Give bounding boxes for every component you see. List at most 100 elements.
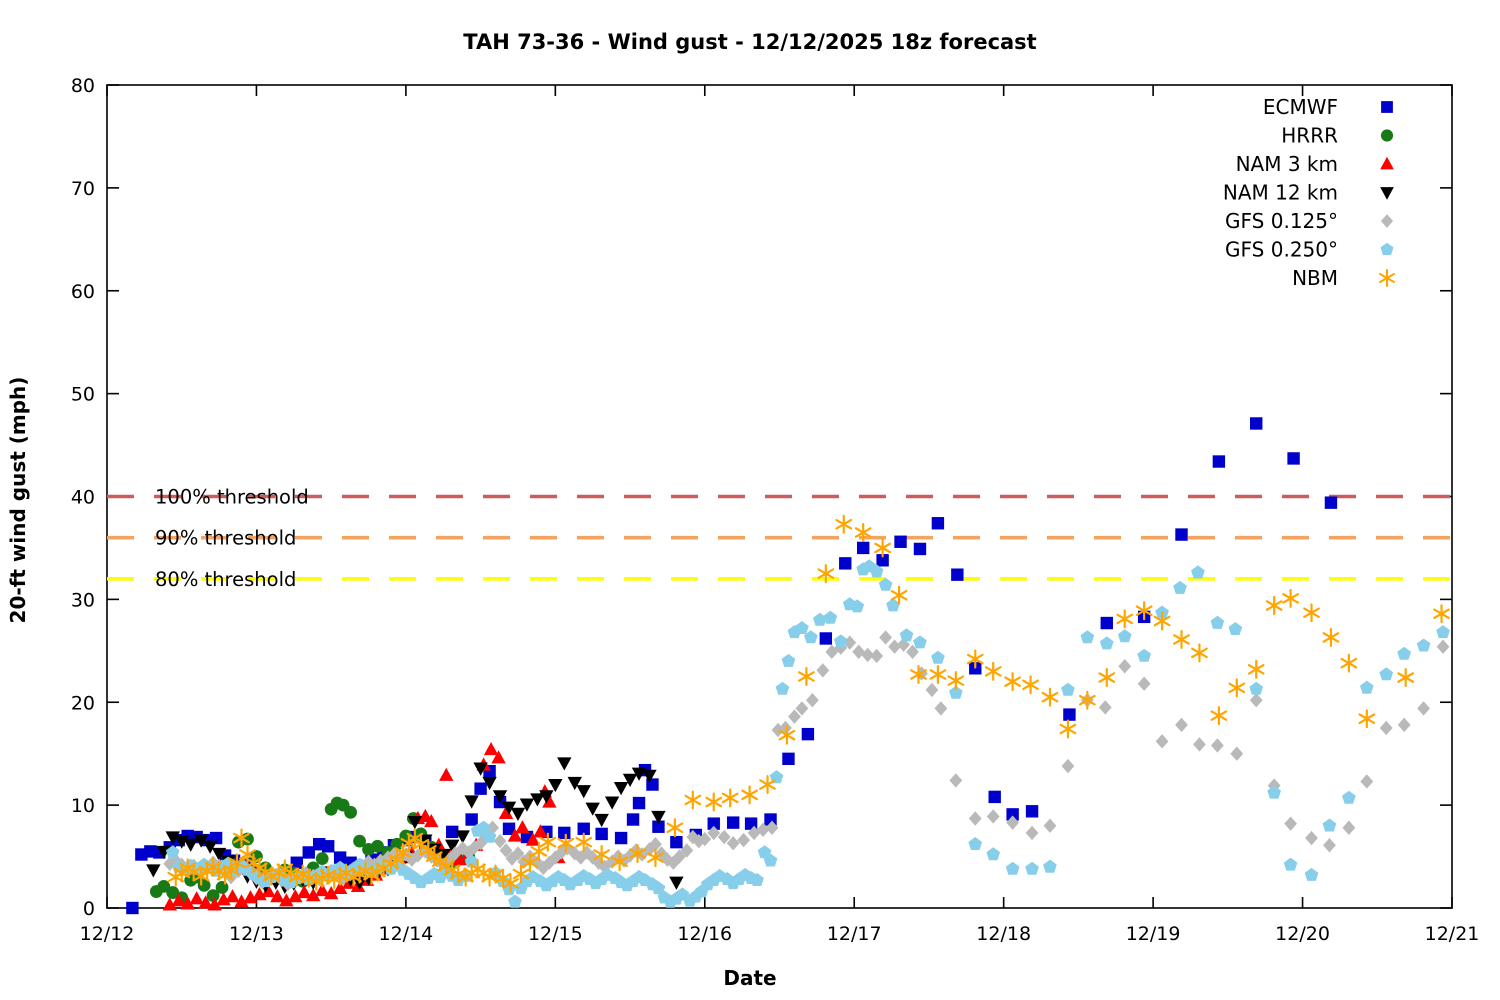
data-point-marker — [813, 612, 827, 626]
data-point-marker — [1098, 700, 1112, 715]
data-point-marker — [1342, 820, 1356, 835]
axis-ticks: 12/12 12/13 12/14 12/15 12/16 12/17 12/18 12/19… — [71, 75, 1480, 945]
data-point-marker — [651, 810, 666, 825]
data-point-marker — [1135, 601, 1153, 621]
data-point-marker — [850, 599, 865, 613]
data-point-marker — [381, 850, 395, 865]
data-point-marker — [817, 564, 835, 584]
data-point-marker — [306, 888, 321, 902]
data-point-marker — [947, 671, 965, 691]
data-point-marker — [750, 873, 764, 886]
data-point-marker — [1380, 129, 1394, 142]
data-point-marker — [1380, 156, 1394, 170]
data-point-marker — [717, 829, 731, 845]
y-tick-label: 80 — [71, 75, 95, 97]
data-point-marker — [1191, 643, 1208, 663]
data-point-marker — [1379, 268, 1395, 288]
data-point-marker — [788, 709, 801, 724]
data-point-marker — [424, 813, 439, 828]
data-point-marker — [323, 885, 339, 900]
data-point-marker — [680, 843, 694, 858]
data-point-marker — [611, 852, 628, 872]
data-point-marker — [446, 825, 459, 839]
data-point-marker — [206, 889, 220, 903]
data-point-marker — [542, 794, 557, 808]
data-point-marker — [834, 640, 848, 655]
data-point-marker — [931, 650, 945, 664]
data-point-marker — [737, 832, 751, 848]
data-point-marker — [162, 897, 177, 911]
data-point-marker — [126, 901, 139, 915]
data-point-marker — [604, 796, 620, 810]
series-gfs-0-250- — [165, 559, 1450, 908]
data-point-marker — [1380, 242, 1394, 255]
data-point-marker — [951, 568, 964, 581]
data-point-marker — [407, 815, 423, 830]
data-point-marker — [756, 822, 770, 838]
data-point-marker — [594, 813, 609, 828]
data-point-marker — [499, 843, 513, 858]
data-point-marker — [968, 811, 982, 826]
data-point-marker — [1191, 565, 1205, 579]
data-point-marker — [493, 833, 507, 849]
data-point-marker — [741, 785, 758, 805]
data-point-marker — [949, 773, 963, 788]
data-point-marker — [1100, 616, 1113, 630]
y-tick-label: 70 — [71, 178, 95, 200]
data-point-marker — [165, 831, 180, 845]
data-point-marker — [801, 727, 815, 741]
data-point-marker — [157, 879, 171, 893]
data-point-marker — [1433, 604, 1450, 624]
data-point-marker — [1282, 588, 1299, 608]
data-point-marker — [649, 837, 662, 852]
data-point-marker — [986, 809, 1000, 824]
data-point-marker — [684, 790, 702, 810]
data-point-marker — [1267, 785, 1281, 799]
data-point-marker — [913, 635, 927, 649]
data-point-marker — [1043, 859, 1057, 873]
data-point-marker — [593, 845, 611, 865]
data-point-marker — [1416, 638, 1431, 652]
data-point-marker — [1228, 622, 1243, 635]
data-point-marker — [1118, 659, 1132, 674]
data-point-marker — [1322, 818, 1337, 832]
data-point-marker — [651, 881, 666, 895]
data-point-marker — [1249, 681, 1264, 695]
data-point-marker — [1323, 838, 1336, 853]
data-point-marker — [492, 790, 508, 804]
data-point-marker — [984, 661, 1002, 681]
data-point-marker — [778, 725, 796, 745]
data-point-marker — [502, 822, 516, 835]
data-point-marker — [211, 847, 227, 862]
data-point-marker — [333, 851, 347, 864]
threshold-label: 90% threshold — [155, 527, 296, 550]
data-point-marker — [1247, 659, 1265, 679]
data-point-marker — [757, 845, 772, 859]
chart-title: TAH 73-36 - Wind gust - 12/12/2025 18z f… — [463, 30, 1037, 54]
data-point-marker — [1006, 808, 1019, 821]
data-point-marker — [146, 864, 161, 878]
data-point-marker — [1397, 668, 1415, 688]
data-point-marker — [1059, 719, 1077, 739]
data-point-marker — [530, 793, 545, 807]
data-point-marker — [525, 832, 541, 846]
data-point-marker — [888, 639, 901, 654]
data-point-marker — [245, 853, 262, 873]
legend-row-ecmwf: ECMWF — [1263, 95, 1393, 119]
data-point-marker — [405, 852, 419, 867]
data-point-marker — [507, 828, 523, 842]
data-point-marker — [406, 828, 424, 848]
data-point-marker — [1284, 816, 1297, 831]
y-tick-label: 20 — [71, 692, 95, 714]
legend-label: HRRR — [1281, 124, 1338, 148]
data-point-marker — [1212, 455, 1226, 468]
data-point-marker — [1137, 648, 1151, 662]
data-point-marker — [315, 852, 329, 866]
legend-label: ECMWF — [1263, 95, 1338, 119]
data-point-marker — [548, 850, 562, 865]
data-point-marker — [1397, 717, 1411, 733]
x-tick-label: 12/20 — [1275, 923, 1330, 945]
data-point-marker — [805, 692, 819, 708]
data-point-marker — [910, 664, 927, 684]
